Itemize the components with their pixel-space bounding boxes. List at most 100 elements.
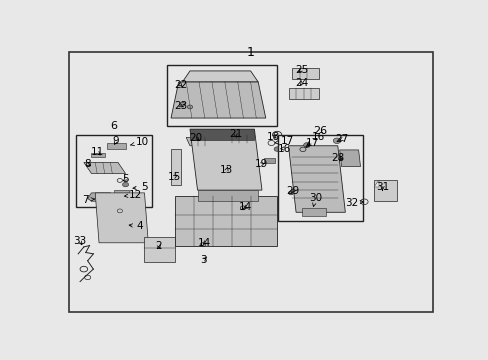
Text: 13: 13 — [220, 165, 233, 175]
Point — [100, 160, 105, 165]
Circle shape — [122, 183, 128, 187]
Text: 7: 7 — [82, 195, 95, 205]
Text: 21: 21 — [228, 129, 242, 139]
Point — [92, 160, 98, 165]
Circle shape — [187, 105, 192, 109]
Polygon shape — [95, 193, 148, 243]
Polygon shape — [288, 146, 345, 212]
Text: 5: 5 — [133, 183, 147, 192]
Line: 2 pts: 2 pts — [85, 246, 89, 252]
Point — [334, 171, 340, 176]
Circle shape — [288, 191, 293, 195]
Circle shape — [332, 138, 340, 144]
Point — [94, 171, 100, 176]
Text: 31: 31 — [375, 183, 388, 192]
Text: 3: 3 — [200, 255, 206, 265]
Text: 16: 16 — [277, 144, 290, 153]
Text: 32: 32 — [345, 198, 363, 208]
Text: 8: 8 — [84, 159, 91, 169]
Text: 5: 5 — [122, 174, 129, 184]
Line: 2 pts: 2 pts — [84, 246, 89, 247]
Text: 18: 18 — [266, 132, 280, 143]
Polygon shape — [87, 193, 114, 201]
Point — [334, 180, 340, 184]
Point — [86, 243, 92, 248]
Point — [247, 193, 253, 198]
Bar — [114, 190, 129, 195]
Polygon shape — [84, 162, 125, 174]
Text: 9: 9 — [113, 136, 119, 146]
Circle shape — [303, 143, 309, 147]
Point — [304, 77, 310, 81]
Point — [334, 196, 340, 201]
Line: 2 pts: 2 pts — [87, 254, 93, 261]
Point — [293, 85, 299, 90]
Polygon shape — [373, 180, 379, 187]
Point — [227, 116, 233, 120]
Line: 2 pts: 2 pts — [237, 82, 243, 118]
Polygon shape — [189, 129, 262, 190]
Text: 6: 6 — [110, 121, 118, 131]
Polygon shape — [186, 138, 216, 146]
Polygon shape — [171, 82, 265, 118]
Point — [308, 85, 314, 90]
Bar — [277, 135, 363, 221]
Text: 14: 14 — [197, 238, 210, 248]
Text: 33: 33 — [73, 235, 86, 246]
Line: 2 pts: 2 pts — [85, 252, 93, 254]
Point — [81, 245, 87, 249]
Point — [289, 188, 295, 192]
Point — [82, 250, 88, 255]
Point — [208, 80, 214, 84]
Point — [244, 141, 249, 145]
Text: 16: 16 — [307, 132, 324, 144]
Point — [82, 250, 88, 255]
Point — [209, 193, 215, 198]
Point — [247, 80, 253, 84]
Text: 24: 24 — [295, 78, 308, 89]
Point — [90, 267, 96, 271]
Point — [202, 116, 207, 120]
Point — [274, 227, 280, 231]
Point — [172, 227, 178, 231]
Point — [240, 116, 246, 120]
Text: 17: 17 — [274, 136, 294, 146]
Text: 30: 30 — [308, 193, 322, 207]
Text: 1: 1 — [246, 46, 254, 59]
Line: 2 pts: 2 pts — [224, 82, 230, 118]
Line: 2 pts: 2 pts — [95, 162, 97, 174]
Text: 15: 15 — [167, 172, 180, 182]
Polygon shape — [339, 150, 360, 167]
Point — [82, 274, 88, 278]
Point — [194, 135, 200, 140]
Line: 2 pts: 2 pts — [199, 82, 204, 118]
Point — [209, 243, 215, 248]
Point — [296, 77, 302, 81]
Point — [188, 116, 194, 120]
Point — [90, 267, 96, 271]
Point — [293, 96, 299, 101]
Point — [214, 116, 220, 120]
Text: 10: 10 — [130, 137, 149, 147]
Point — [183, 80, 189, 84]
Line: 2 pts: 2 pts — [78, 247, 84, 254]
Text: 26: 26 — [312, 126, 326, 136]
Bar — [76, 135, 152, 207]
Bar — [197, 190, 258, 201]
Point — [82, 274, 88, 278]
Text: 20: 20 — [189, 133, 202, 143]
Text: 4: 4 — [129, 221, 143, 231]
Point — [109, 171, 115, 176]
Point — [84, 258, 90, 263]
Point — [75, 252, 81, 256]
Point — [172, 246, 178, 251]
Point — [308, 96, 314, 101]
Point — [236, 141, 242, 145]
Point — [142, 246, 147, 251]
Point — [253, 116, 259, 120]
Point — [234, 80, 240, 84]
Point — [236, 132, 242, 137]
Polygon shape — [292, 68, 318, 79]
Point — [334, 155, 340, 159]
Point — [77, 279, 83, 284]
